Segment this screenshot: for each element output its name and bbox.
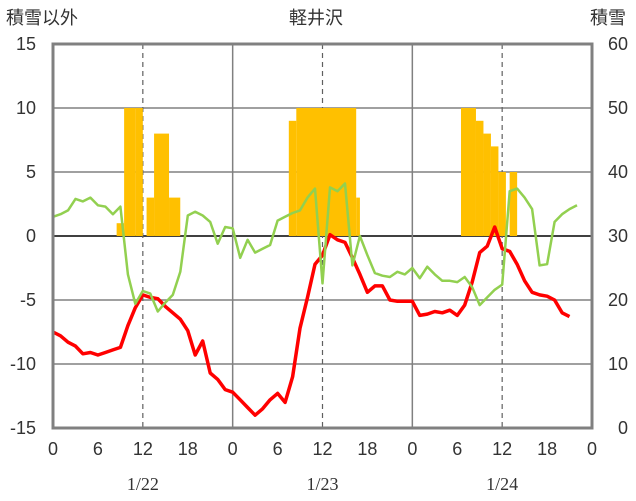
snow-depth-bar bbox=[124, 108, 136, 236]
x-date-label: 1/23 bbox=[306, 474, 338, 494]
left-axis-label: 積雪以外 bbox=[6, 8, 78, 29]
x-hour-tick-label: 6 bbox=[273, 439, 283, 459]
right-tick-label: 30 bbox=[608, 226, 628, 246]
left-tick-label: 10 bbox=[16, 98, 36, 118]
chart-title: 軽井沢 bbox=[289, 8, 343, 29]
x-hour-tick-label: 0 bbox=[228, 439, 238, 459]
plot-frame bbox=[51, 42, 594, 430]
snow-depth-bar bbox=[490, 146, 499, 236]
right-tick-label: 50 bbox=[608, 98, 628, 118]
snow-depth-bar bbox=[483, 133, 491, 236]
x-hour-tick-label: 12 bbox=[133, 439, 153, 459]
snow-depth-bar bbox=[146, 197, 155, 236]
snow-depth-bar bbox=[154, 133, 170, 236]
left-tick-label: 0 bbox=[26, 226, 36, 246]
snow-depth-bar bbox=[288, 120, 297, 236]
right-tick-label: 60 bbox=[608, 34, 628, 54]
snow-depth-bar bbox=[460, 108, 476, 236]
temperature-line bbox=[52, 225, 571, 417]
x-hour-tick-label: 6 bbox=[452, 439, 462, 459]
x-hour-tick-label: 0 bbox=[48, 439, 58, 459]
left-tick-label: -10 bbox=[10, 354, 36, 374]
snow-depth-bars bbox=[116, 108, 518, 236]
plot-border bbox=[51, 42, 594, 430]
right-tick-label: 20 bbox=[608, 290, 628, 310]
right-tick-label: 10 bbox=[608, 354, 628, 374]
snow-depth-bar bbox=[498, 172, 506, 236]
left-tick-label: -15 bbox=[10, 418, 36, 438]
x-date-label: 1/24 bbox=[486, 474, 518, 494]
x-hour-tick-label: 18 bbox=[537, 439, 557, 459]
right-tick-label: 0 bbox=[618, 418, 628, 438]
x-hour-tick-label: 0 bbox=[407, 439, 417, 459]
snow-depth-bar bbox=[356, 197, 360, 236]
right-axis-label: 積雪 bbox=[590, 8, 626, 29]
snow-depth-bar bbox=[296, 108, 357, 236]
snow-depth-bar bbox=[475, 120, 484, 236]
x-hour-tick-label: 12 bbox=[312, 439, 332, 459]
left-tick-label: -5 bbox=[20, 290, 36, 310]
right-tick-label: 40 bbox=[608, 162, 628, 182]
x-hour-tick-label: 18 bbox=[178, 439, 198, 459]
left-tick-label: 5 bbox=[26, 162, 36, 182]
snow-depth-bar bbox=[135, 108, 143, 236]
x-hour-tick-label: 6 bbox=[93, 439, 103, 459]
x-hour-tick-label: 0 bbox=[587, 439, 597, 459]
snow-depth-bar bbox=[116, 223, 125, 236]
left-tick-label: 15 bbox=[16, 34, 36, 54]
x-date-label: 1/22 bbox=[127, 474, 159, 494]
snow-depth-bar bbox=[509, 172, 518, 236]
green-line bbox=[52, 182, 578, 313]
snow-depth-bar bbox=[169, 197, 181, 236]
x-hour-tick-label: 12 bbox=[492, 439, 512, 459]
x-hour-tick-label: 18 bbox=[357, 439, 377, 459]
